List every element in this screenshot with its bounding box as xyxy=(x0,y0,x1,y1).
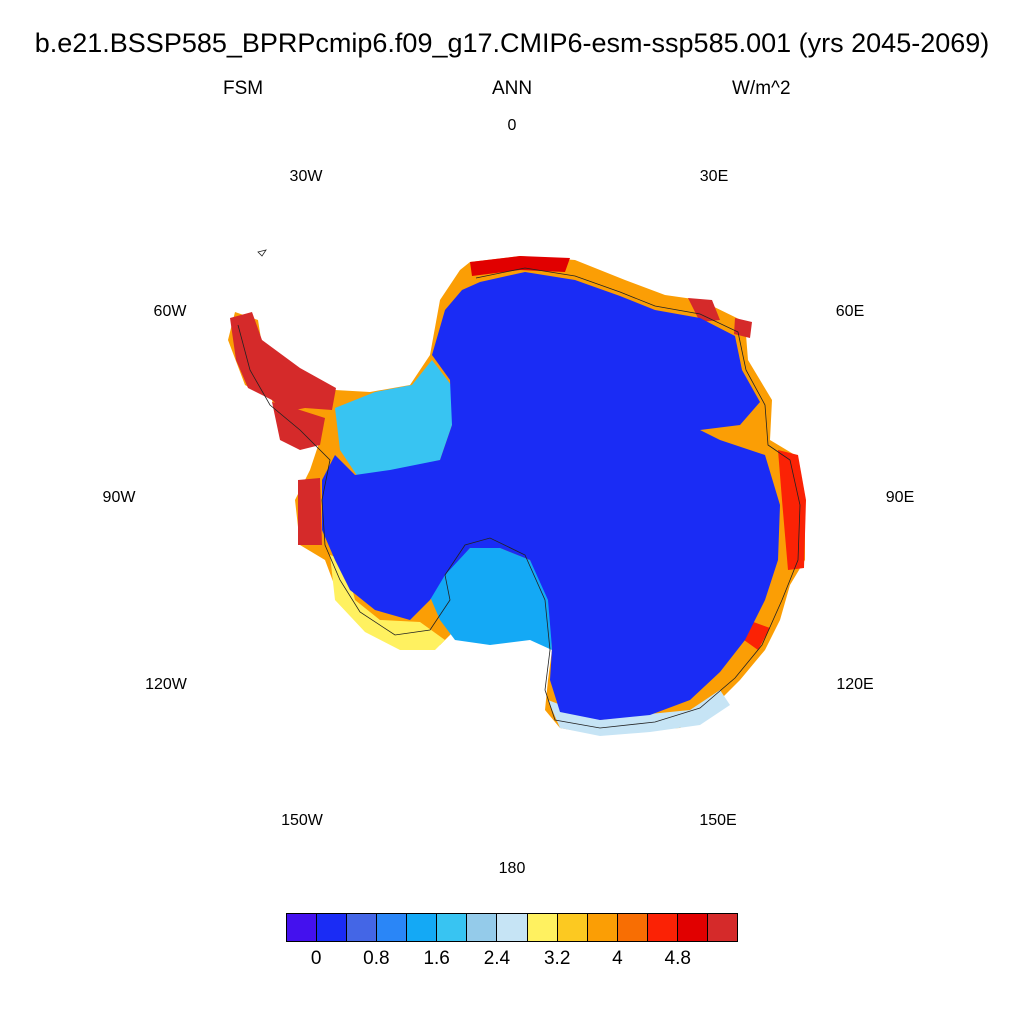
coast-yellow-s xyxy=(548,690,730,736)
colorbar-box-1 xyxy=(317,914,348,941)
peninsula-tip xyxy=(272,402,325,450)
lon-label-90w: 90W xyxy=(102,489,136,506)
colorbar-label: 0.8 xyxy=(363,948,390,969)
ross-ice-shelf xyxy=(428,548,552,650)
colorbar-box-5 xyxy=(437,914,468,941)
peninsula xyxy=(230,312,336,412)
colorbar-label: 4 xyxy=(612,948,623,969)
colorbar-box-6 xyxy=(467,914,498,941)
colorbar-box-3 xyxy=(377,914,408,941)
coast-red-west xyxy=(298,478,322,545)
colorbar-box-11 xyxy=(617,914,648,941)
coast-yellow-sw xyxy=(330,555,445,650)
lon-label-60e: 60E xyxy=(835,303,865,320)
colorbar-label: 1.6 xyxy=(423,948,450,969)
season-label: ANN xyxy=(491,78,533,99)
lon-label-120e: 120E xyxy=(836,676,874,693)
lon-label-120w: 120W xyxy=(145,676,187,693)
colorbar-box-12 xyxy=(647,914,678,941)
lon-label-0: 0 xyxy=(507,117,517,134)
variable-name: FSM xyxy=(223,78,264,99)
plot-title: b.e21.BSSP585_BPRPcmip6.f09_g17.CMIP6-es… xyxy=(34,28,990,58)
lon-label-30e: 30E xyxy=(699,168,729,185)
colorbar-box-8 xyxy=(527,914,558,941)
ice-sheet-interior xyxy=(322,272,780,720)
colorbar-box-2 xyxy=(347,914,378,941)
colorbar-label: 3.2 xyxy=(543,948,571,969)
lon-label-150e: 150E xyxy=(699,812,737,829)
lon-label-150w: 150W xyxy=(281,812,323,829)
lon-label-30w: 30W xyxy=(289,168,323,185)
colorbar-label: 2.4 xyxy=(483,948,511,969)
colorbar-box-14 xyxy=(707,914,737,941)
coast-red-ne xyxy=(688,298,752,338)
colorbar xyxy=(286,913,738,942)
colorbar-box-10 xyxy=(587,914,618,941)
colorbar-label: 0 xyxy=(310,948,322,969)
colorbar-box-0 xyxy=(287,914,318,941)
units-label: W/m^2 xyxy=(732,78,791,99)
lon-label-60w: 60W xyxy=(153,303,187,320)
colorbar-box-4 xyxy=(407,914,438,941)
colorbar-box-7 xyxy=(497,914,528,941)
colorbar-box-13 xyxy=(677,914,708,941)
island-icon xyxy=(257,249,267,257)
coastline xyxy=(237,267,801,729)
lon-label-180: 180 xyxy=(498,860,526,877)
lon-label-90e: 90E xyxy=(885,489,915,506)
ronne-filchner-shelf xyxy=(335,360,455,480)
colorbar-label: 4.8 xyxy=(664,948,691,969)
colorbar-box-9 xyxy=(557,914,588,941)
